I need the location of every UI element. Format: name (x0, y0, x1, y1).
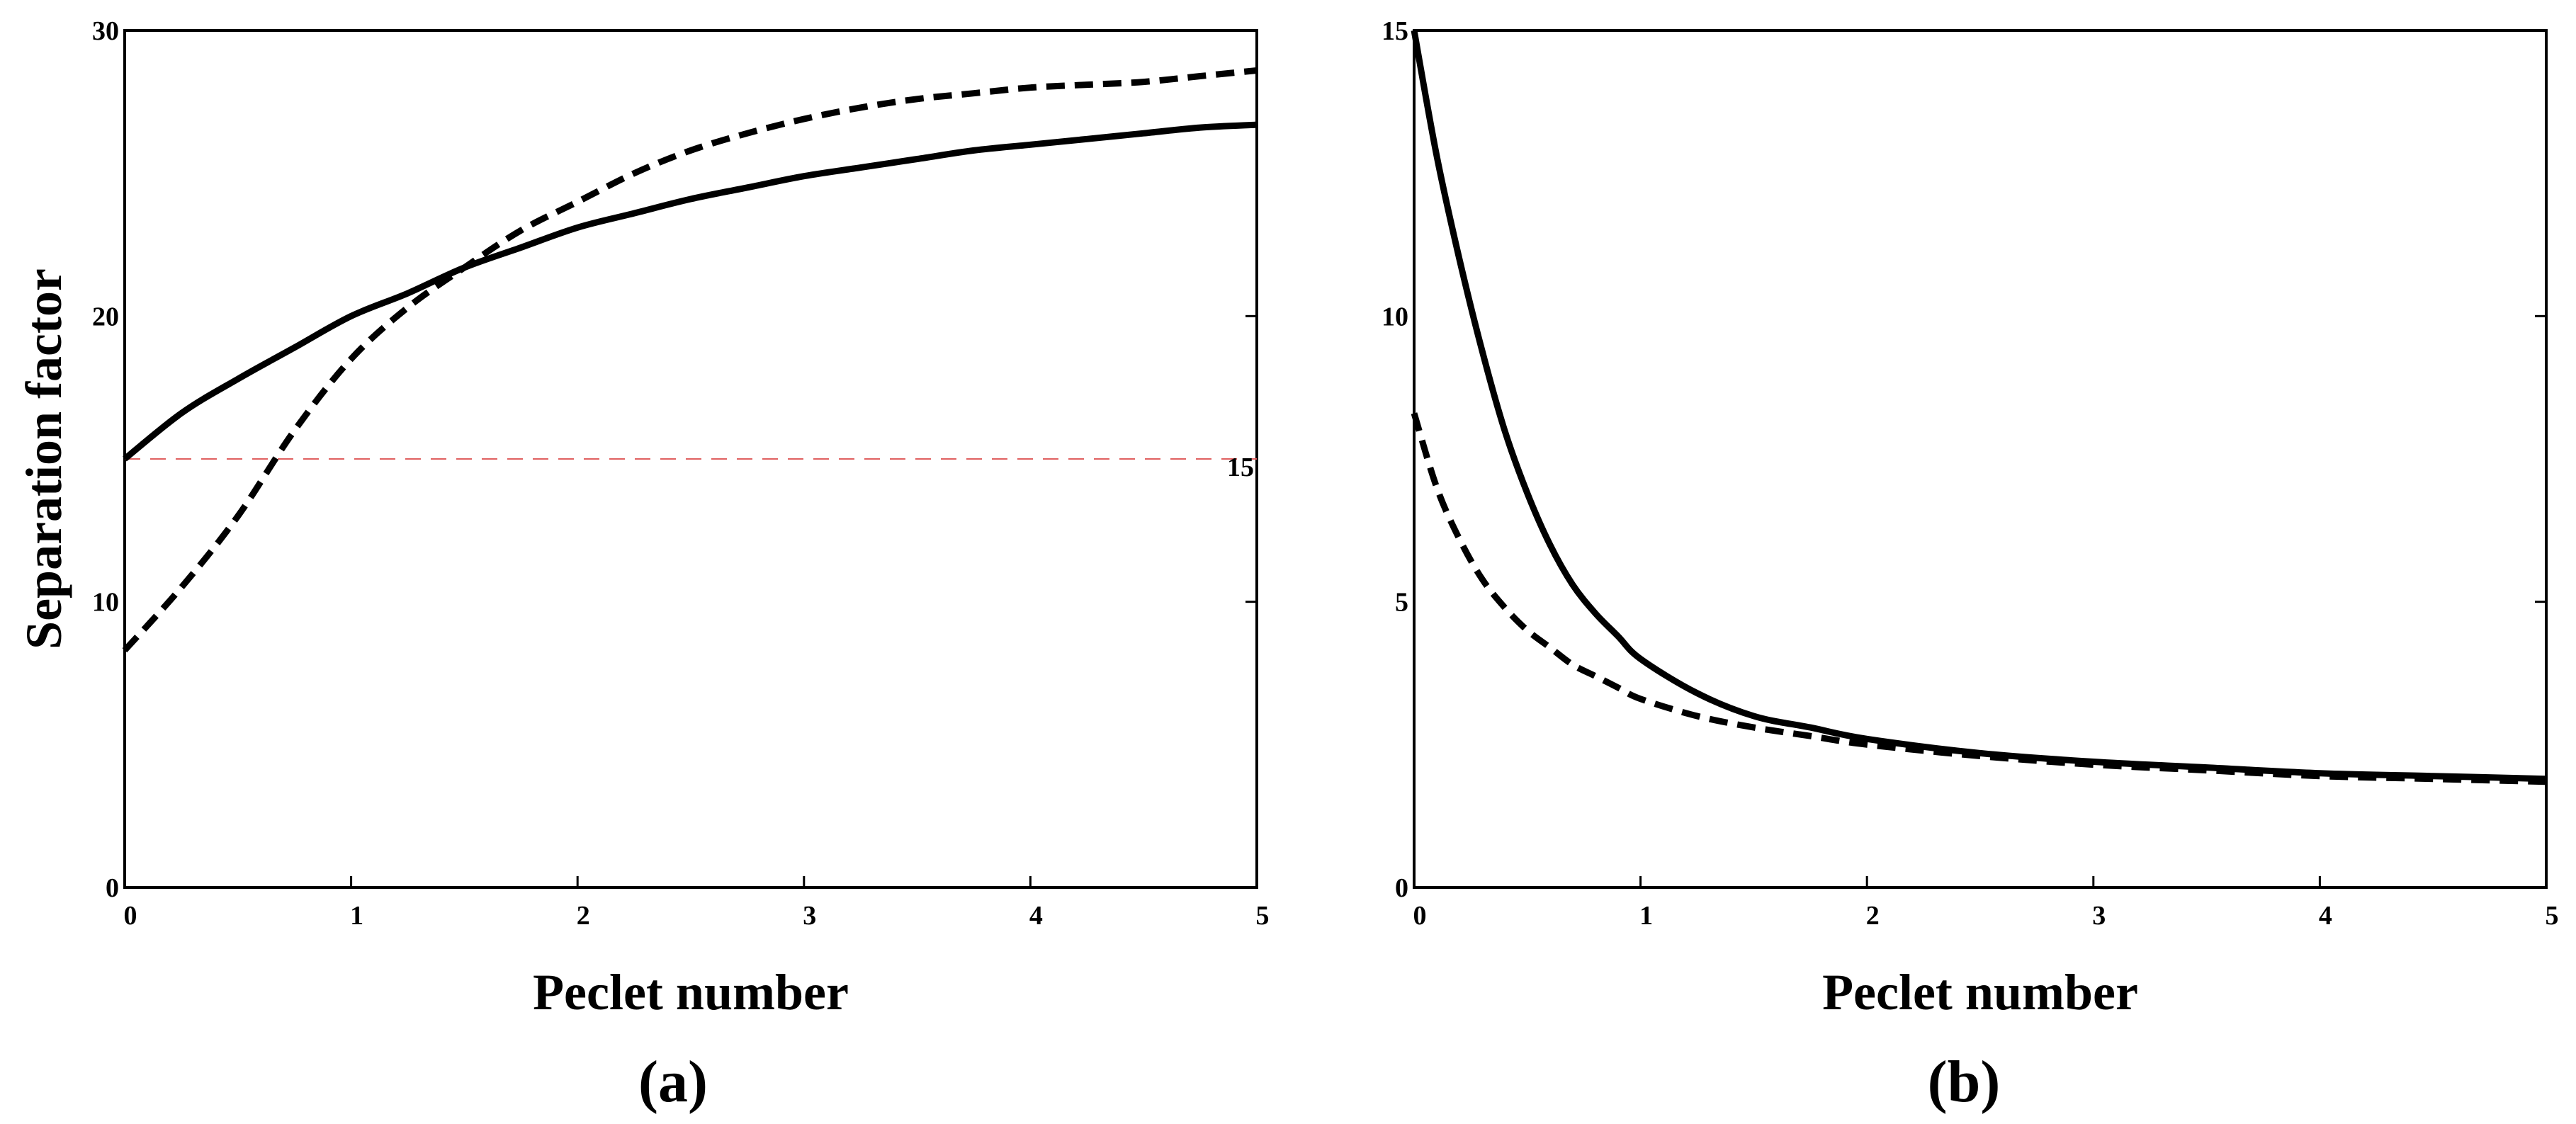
y-tick-label-a-30: 30 (92, 16, 119, 46)
panel-b: 0 5 10 15 0 1 2 3 4 5 Peclet number (b) (1382, 16, 2559, 1115)
plot-frame-b (1413, 29, 2548, 889)
y-tick-label-a-0: 0 (106, 873, 119, 903)
series-group-a (122, 67, 1258, 653)
y-tick-label-b-5: 5 (1395, 588, 1408, 618)
y-tick-label-b-15: 15 (1382, 16, 1408, 46)
y-axis-title-a: Separation factor (16, 268, 72, 649)
x-tick-label-b-0: 0 (1413, 901, 1427, 931)
panel-label-a: (a) (638, 1049, 708, 1115)
x-tick-label-b-5: 5 (2546, 901, 2559, 931)
series-line-a-dashed (122, 67, 1258, 653)
x-tick-label-a-4: 4 (1029, 901, 1043, 931)
panel-a: 0 10 20 30 0 1 2 3 4 5 15 Separation factor Pecl… (16, 16, 1270, 1115)
x-axis-title-a: Peclet number (533, 964, 849, 1021)
x-ticks-b: 0 1 2 3 4 5 (1413, 876, 2559, 931)
x-ticks-a: 0 1 2 3 4 5 (123, 876, 1270, 931)
y-tick-label-b-0: 0 (1395, 873, 1408, 903)
series-line-b-solid (1411, 30, 2547, 783)
x-tick-label-a-0: 0 (124, 901, 137, 931)
panel-label-b: (b) (1928, 1049, 2001, 1115)
y-tick-label-a-20: 20 (92, 302, 119, 331)
x-axis-title-b: Peclet number (1822, 964, 2138, 1021)
y-tick-label-b-10: 10 (1382, 302, 1408, 331)
y-tick-label-a-10: 10 (92, 588, 119, 618)
series-line-b-dashed (1411, 412, 2547, 785)
x-tick-label-b-4: 4 (2319, 901, 2332, 931)
x-tick-label-b-2: 2 (1866, 901, 1880, 931)
y-ticks-b: 0 5 10 15 (1382, 16, 2546, 903)
series-line-a-solid (123, 121, 1258, 462)
series-group-b (1411, 30, 2547, 785)
y-ticks-a: 0 10 20 30 (92, 16, 1257, 903)
x-tick-label-b-3: 3 (2092, 901, 2106, 931)
x-tick-label-a-2: 2 (577, 901, 590, 931)
x-tick-label-a-1: 1 (350, 901, 363, 931)
x-tick-label-b-1: 1 (1639, 901, 1653, 931)
reference-line-label-a: 15 (1227, 453, 1254, 482)
x-tick-label-a-5: 5 (1256, 901, 1270, 931)
reference-line-group-a: 15 (125, 453, 1257, 482)
x-tick-label-a-3: 3 (803, 901, 816, 931)
